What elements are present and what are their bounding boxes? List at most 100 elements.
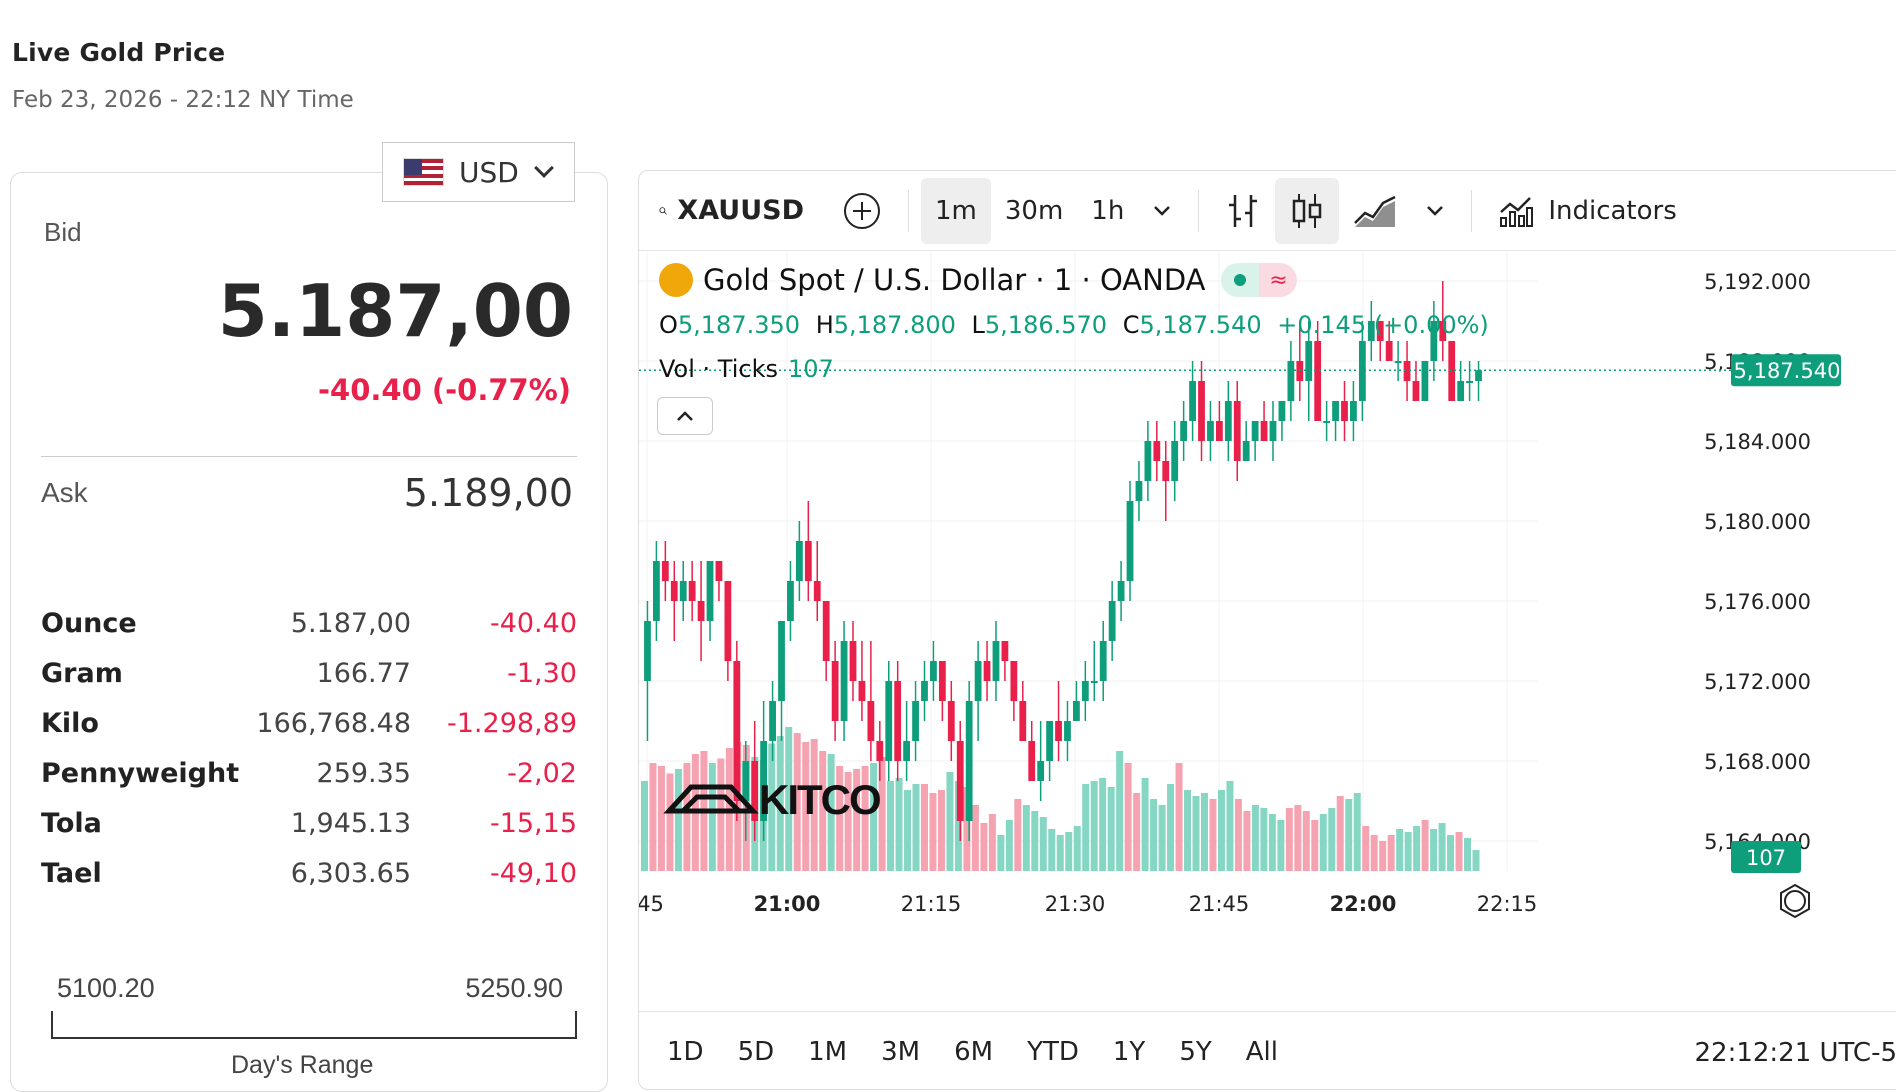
- unit-row-kilo: Kilo 166,768.48 -1.298,89: [41, 698, 577, 748]
- volume-bar: [1243, 811, 1251, 871]
- candle-body: [804, 541, 812, 581]
- volume-bar: [1396, 829, 1404, 871]
- candle-body: [1198, 381, 1205, 441]
- x-tick-label: 21:45: [1189, 892, 1250, 916]
- candle-body: [1126, 501, 1134, 581]
- volume-bar: [649, 763, 657, 871]
- volume-bar: [853, 769, 861, 871]
- chart-type-dropdown[interactable]: [1411, 178, 1459, 244]
- volume-bar: [1362, 826, 1370, 871]
- volume-bar: [921, 784, 928, 871]
- unit-name: Kilo: [41, 707, 99, 739]
- symbol-search[interactable]: XAUUSD: [659, 195, 804, 226]
- interval-30m[interactable]: 30m: [1004, 195, 1064, 226]
- candle-body: [1251, 421, 1259, 441]
- volume-bar: [971, 805, 979, 871]
- candle-body: [644, 621, 651, 681]
- candle-body: [1376, 321, 1384, 341]
- volume-bar: [793, 733, 801, 871]
- axis-settings-icon: [1780, 883, 1810, 919]
- candle-body: [1350, 401, 1357, 421]
- candle-body: [733, 661, 741, 801]
- volume-bar: [1226, 781, 1234, 871]
- volume-bar: [674, 769, 682, 871]
- volume-bar: [1201, 793, 1208, 871]
- toolbar-separator: [908, 189, 909, 232]
- interval-1m[interactable]: 1m: [921, 177, 991, 244]
- candle-body: [742, 761, 750, 801]
- volume-bar: [1039, 817, 1047, 871]
- compare-button[interactable]: [828, 178, 896, 244]
- collapse-legend-button[interactable]: [657, 397, 713, 435]
- volume-bar: [1133, 793, 1141, 871]
- range-bar-bottom: 1D 5D 1M 3M 6M YTD 1Y 5Y All 22:12:21 UT…: [639, 1011, 1896, 1089]
- volume-bar: [827, 754, 835, 871]
- range-1m[interactable]: 1M: [808, 1036, 848, 1067]
- chart-clock: 22:12:21 UTC-5: [1694, 1038, 1896, 1068]
- currency-selector[interactable]: USD: [382, 142, 575, 202]
- unit-name: Tola: [41, 807, 102, 839]
- volume-bar: [980, 823, 988, 871]
- volume-bar: [904, 790, 912, 871]
- volume-bar: [1099, 778, 1107, 871]
- volume-bar: [1192, 796, 1200, 871]
- candle-body: [760, 741, 768, 821]
- range-all[interactable]: All: [1245, 1036, 1278, 1067]
- range-3m[interactable]: 3M: [881, 1036, 921, 1067]
- chevron-up-icon: [677, 411, 693, 421]
- range-6m[interactable]: 6M: [954, 1036, 994, 1067]
- volume-bar: [954, 781, 962, 871]
- candle-body: [822, 601, 830, 661]
- candle-body: [715, 561, 723, 581]
- gold-symbol-icon: [659, 263, 693, 297]
- volume-bar: [1472, 850, 1480, 871]
- candle-body: [867, 701, 875, 741]
- volume-bar: [1175, 763, 1183, 871]
- candle-body: [1189, 381, 1196, 421]
- area-style-button[interactable]: [1339, 178, 1411, 244]
- candle-body: [947, 701, 955, 741]
- range-1d[interactable]: 1D: [667, 1036, 704, 1067]
- candle-body: [903, 741, 911, 761]
- unit-name: Pennyweight: [41, 757, 240, 789]
- candle-body: [1207, 421, 1214, 441]
- range-ytd[interactable]: YTD: [1027, 1036, 1079, 1067]
- candle-body: [724, 581, 732, 661]
- range-5d[interactable]: 5D: [737, 1036, 775, 1067]
- bid-label: Bid: [44, 217, 82, 247]
- candle-body: [912, 701, 919, 741]
- candle-body: [1073, 701, 1080, 721]
- volume-bar: [861, 766, 869, 871]
- candle-body: [1081, 681, 1089, 701]
- candle-body: [1108, 601, 1116, 641]
- candle-body: [956, 741, 964, 821]
- candle-body: [1180, 421, 1188, 441]
- candle-body: [1171, 441, 1179, 481]
- indicators-label: Indicators: [1548, 195, 1677, 226]
- candle-body: [795, 541, 803, 581]
- indicators-button[interactable]: Indicators: [1484, 178, 1690, 244]
- candle-body: [894, 681, 902, 761]
- volume-value: 107: [787, 355, 834, 383]
- interval-1h[interactable]: 1h: [1091, 195, 1125, 226]
- x-tick-label: :45: [639, 892, 664, 916]
- bar-style-button[interactable]: [1211, 178, 1275, 244]
- price-chart[interactable]: 5,192.0005,188.0005,184.0005,180.0005,17…: [639, 251, 1896, 1011]
- high-value: 5,187.800: [833, 311, 956, 339]
- currency-label: USD: [459, 155, 519, 189]
- volume-bar: [1082, 784, 1090, 871]
- x-tick-label: 21:30: [1045, 892, 1106, 916]
- volume-bar: [1014, 799, 1022, 871]
- range-high: 5250.90: [465, 973, 563, 1003]
- candle-body: [1019, 701, 1027, 741]
- candle-body: [1269, 421, 1277, 441]
- volume-bar: [802, 742, 810, 871]
- unit-row-gram: Gram 166.77 -1,30: [41, 648, 577, 698]
- range-5y[interactable]: 5Y: [1179, 1036, 1212, 1067]
- range-1y[interactable]: 1Y: [1112, 1036, 1146, 1067]
- candle-body: [1394, 361, 1402, 363]
- divider: [41, 456, 577, 457]
- interval-dropdown[interactable]: [1138, 178, 1186, 244]
- candle-body: [849, 641, 857, 681]
- candles-style-button[interactable]: [1275, 177, 1340, 244]
